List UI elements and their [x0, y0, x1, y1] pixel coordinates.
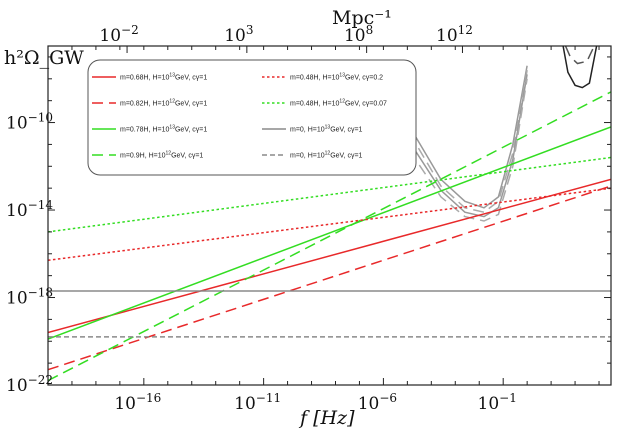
y-tick-label: 10−14 [6, 198, 53, 221]
sensitivity-curve-2 [409, 69, 528, 214]
x-axis-title: f [Hz] [298, 407, 355, 429]
legend-label: m=0.82H, H=1012GeV, cγ=1 [120, 99, 207, 108]
plot-frame [47, 45, 612, 386]
top-tick-label: 1012 [436, 23, 473, 46]
sensitivity-curve-5 [562, 46, 598, 89]
legend-label: m=0.78H, H=1013GeV, cγ=1 [120, 125, 207, 134]
legend-label: m=0, H=1013GeV, cγ=1 [290, 125, 363, 134]
series-line-1 [48, 178, 611, 334]
legend-box [87, 59, 417, 176]
y-axis-title: h²Ω_GW [4, 47, 84, 69]
series-layer [48, 46, 611, 382]
legend-label: m=0.68H, H=1013GeV, cγ=1 [120, 73, 207, 82]
legend-label: m=0.9H, H=1012GeV, cγ=1 [120, 151, 203, 160]
series-line-4 [48, 91, 611, 382]
legend-label: m=0.48H, H=1013GeV, cγ=0.2 [290, 73, 383, 82]
legend-label: m=0, H=1012GeV, cγ=1 [290, 151, 363, 160]
top-tick-label: 103 [224, 23, 253, 46]
legend-label: m=0.48H, H=1012GeV, cγ=0.07 [290, 99, 387, 108]
sensitivity-curve-6 [564, 46, 595, 65]
sensitivity-curve-3 [409, 74, 528, 218]
series-line-5 [48, 187, 611, 262]
top-axis-title: Mpc⁻¹ [332, 7, 392, 29]
series-line-3 [48, 126, 611, 340]
y-tick-label: 10−10 [6, 111, 53, 134]
legend: m=0.68H, H=1013GeV, cγ=1 m=0.82H, H=1012G… [87, 59, 417, 176]
sensitivity-curve-4 [409, 78, 528, 222]
x-tick-label: 10−11 [234, 391, 281, 414]
x-tick-label: 10−16 [114, 391, 161, 414]
top-tick-label: 108 [344, 23, 373, 46]
tick-layer: 10−16 10−11 10−6 10−1 10−2 103 108 1012 10−10 10−… [6, 23, 611, 414]
y-tick-label: 10−18 [6, 286, 53, 309]
series-line-2 [48, 185, 611, 371]
y-tick-label: 10−22 [6, 373, 53, 396]
x-tick-label: 10−6 [358, 391, 397, 414]
top-tick-label: 10−2 [99, 23, 138, 46]
x-tick-label: 10−1 [478, 391, 517, 414]
